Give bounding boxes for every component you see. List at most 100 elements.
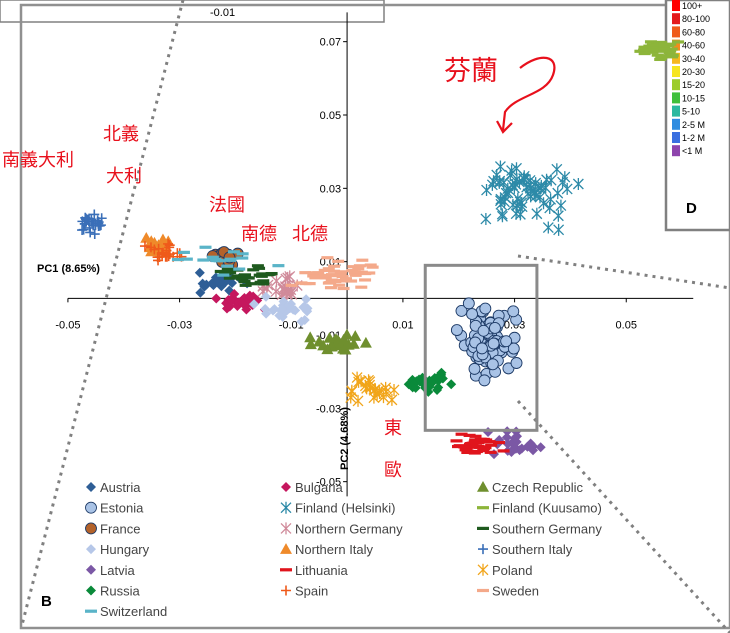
legend-marker	[477, 588, 489, 593]
data-point	[237, 274, 250, 278]
data-point	[553, 223, 565, 236]
data-point	[224, 271, 237, 275]
panel-b-border	[19, 3, 730, 630]
data-point	[424, 381, 435, 392]
data-point	[522, 441, 533, 452]
legend-label: Northern Germany	[295, 521, 403, 536]
data-point	[638, 45, 651, 49]
data-point	[545, 193, 557, 206]
data-point	[450, 324, 463, 337]
data-point	[378, 391, 389, 404]
data-point	[463, 433, 476, 437]
legend: Austria Bulgaria Czech Republic Estonia Finl…	[85, 480, 602, 619]
data-point	[180, 257, 193, 261]
data-point	[495, 198, 507, 211]
data-point	[214, 269, 227, 274]
data-point	[355, 285, 368, 289]
data-point	[664, 49, 677, 53]
anno-north-germany: 北德	[292, 224, 328, 245]
anno-france: 法國	[209, 195, 245, 216]
heat-label: <1 M	[682, 146, 702, 156]
heat-label: 5-10	[682, 107, 700, 117]
data-point	[152, 252, 163, 263]
legend-marker	[280, 522, 292, 535]
y-tick-label: -0.05	[316, 477, 341, 489]
legend-marker	[86, 544, 96, 555]
zoom-perspective-lines	[20, 0, 730, 633]
legend-label: Sweden	[492, 584, 539, 599]
data-point	[455, 304, 468, 317]
data-point	[500, 335, 513, 348]
y-tick-label: 0.03	[320, 183, 341, 195]
data-point	[217, 273, 230, 277]
y-tick-label: 0.07	[320, 37, 341, 49]
data-point	[231, 274, 244, 279]
data-point	[516, 200, 528, 213]
heat-label: 2-5 M	[682, 120, 705, 130]
data-point	[371, 388, 383, 401]
legend-item: Bulgaria	[281, 480, 343, 495]
data-point	[646, 43, 659, 47]
data-point	[295, 281, 308, 285]
data-point	[646, 50, 659, 54]
data-point	[452, 444, 465, 449]
data-point	[488, 449, 499, 460]
data-point	[334, 271, 347, 275]
series-czech-republic	[304, 328, 372, 355]
heat-label: 1-2 M	[682, 133, 705, 143]
data-point	[509, 433, 520, 444]
data-point	[462, 297, 475, 310]
legend-marker	[86, 585, 96, 596]
legend-item: Finland (Helsinki)	[280, 501, 395, 516]
data-point	[89, 209, 100, 220]
data-point	[324, 286, 337, 290]
legend-label: Switzerland	[100, 604, 167, 619]
heat-label: 60-80	[682, 27, 705, 37]
legend-item: Finland (Kuusamo)	[477, 501, 602, 516]
data-point	[542, 221, 554, 234]
panel-d-label: D	[686, 200, 697, 217]
data-point	[328, 264, 341, 268]
legend-label: Latvia	[100, 563, 135, 578]
legend-item: Hungary	[86, 542, 150, 557]
x-ticks: -0.05-0.03-0.010.010.030.05	[55, 298, 637, 331]
data-point	[538, 197, 549, 210]
inset-panel-d: 100+ 80-100 60-80 40-60 30-40 20-30 15-20 10-15…	[664, 0, 730, 232]
data-point	[489, 322, 501, 334]
legend-marker	[85, 522, 97, 535]
data-point	[470, 449, 483, 454]
panel-b-label: B	[41, 593, 52, 610]
legend-item: Lithuania	[280, 563, 349, 578]
data-point	[544, 201, 556, 214]
anno-south-germany: 南德	[241, 224, 277, 245]
data-point	[347, 265, 360, 269]
data-point	[349, 330, 362, 341]
data-point	[327, 269, 340, 273]
data-point	[349, 273, 362, 277]
anno-north-italy-1: 北義	[103, 124, 139, 145]
data-point	[507, 305, 520, 318]
legend-marker	[280, 568, 292, 572]
data-point	[353, 375, 365, 388]
series-sweden	[285, 256, 379, 291]
data-point	[210, 258, 223, 263]
data-point	[348, 270, 361, 274]
data-point	[638, 51, 651, 56]
data-point	[157, 249, 168, 260]
legend-item: Czech Republic	[477, 480, 584, 495]
legend-item: France	[85, 521, 140, 536]
data-point	[263, 272, 276, 276]
data-point	[197, 258, 210, 262]
data-point	[321, 343, 334, 355]
data-point	[269, 304, 280, 315]
heat-label: 10-15	[682, 93, 705, 103]
inset-tick: -0.01	[210, 7, 235, 19]
data-point	[486, 358, 499, 371]
heat-label: 15-20	[682, 80, 705, 90]
data-point	[223, 276, 236, 280]
data-point	[388, 383, 400, 396]
anno-south-italy: 南義大利	[2, 150, 74, 171]
heat-swatch	[672, 105, 680, 117]
data-point	[644, 40, 657, 44]
data-point	[651, 53, 664, 57]
